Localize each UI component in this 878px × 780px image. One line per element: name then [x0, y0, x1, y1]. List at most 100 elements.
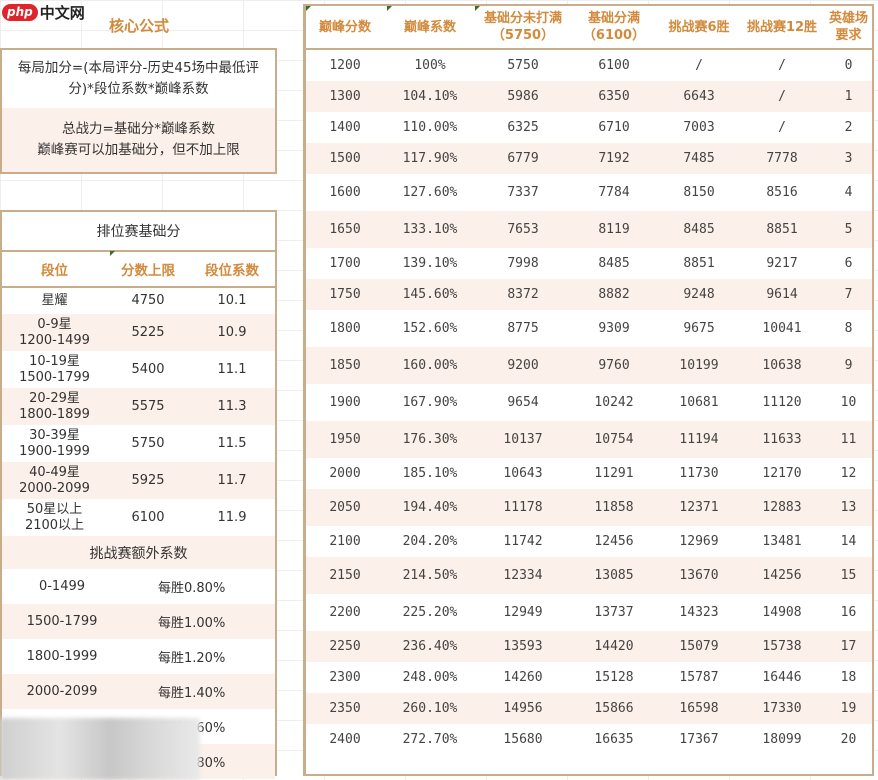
challenge-12-cell: /	[778, 89, 786, 104]
table-row: 0-9星 1200-1499 5225 10.9	[2, 314, 275, 351]
coef-cell: 11.9	[217, 509, 247, 525]
ranked-header-row: 段位 分数上限 段位系数	[2, 252, 275, 288]
peak-score-table: 巅峰分数 巅峰系数 基础分未打满（5750） 基础分满（6100） 挑战赛6胜 …	[303, 4, 874, 776]
base-full-cell: 12456	[594, 534, 634, 549]
range-cell: 1800-1999	[26, 649, 98, 664]
base-unfilled-cell: 14956	[503, 701, 543, 716]
header-challenge-12: 挑战赛12胜	[746, 19, 818, 35]
bonus-cell: 每胜1.00%	[158, 616, 226, 631]
challenge-6-cell: 8851	[683, 256, 715, 271]
base-unfilled-cell: 5750	[507, 58, 539, 73]
peak-coef-cell: 110.00%	[402, 120, 458, 135]
hero-req-cell: 1	[844, 89, 853, 104]
challenge-6-cell: 9248	[683, 287, 715, 302]
challenge-6-cell: 11194	[679, 432, 719, 447]
challenge-6-cell: 10681	[679, 395, 719, 410]
peak-score-cell: 2400	[329, 732, 361, 747]
challenge-6-cell: 8150	[683, 185, 715, 200]
challenge-6-cell: 15079	[679, 639, 719, 654]
peak-coef-cell: 204.20%	[402, 534, 458, 549]
cap-cell: 5400	[131, 361, 165, 377]
core-formula-title: 核心公式	[108, 16, 169, 35]
challenge-12-cell: 10041	[762, 321, 802, 336]
peak-score-cell: 2100	[329, 534, 361, 549]
tier-cell: 星耀	[41, 293, 68, 308]
peak-rows: 1200 100% 5750 6100//0 1300 104.10% 5986 6350 66…	[306, 50, 872, 755]
table-row: 1500 117.90% 6779 7192 7485 7778 3	[306, 143, 872, 174]
peak-coef-cell: 117.90%	[402, 151, 458, 166]
peak-score-cell: 1300	[329, 89, 361, 104]
challenge-6-cell: 11730	[679, 466, 719, 481]
table-row: 2300 248.00% 14260 15128 15787 16446 18	[306, 662, 872, 693]
table-row: 0-1499 每胜0.80%	[2, 569, 275, 604]
tier-cell: 40-49星 2000-2099	[19, 464, 90, 496]
table-row: 10-19星 1500-1799 5400 11.1	[2, 351, 275, 388]
hero-req-cell: 4	[844, 185, 853, 200]
coef-cell: 11.7	[217, 472, 247, 488]
hero-req-cell: 14	[840, 534, 857, 549]
base-unfilled-cell: 10137	[503, 432, 543, 447]
hero-req-cell: 18	[840, 670, 857, 685]
ranked-base-panel: 排位赛基础分 段位 分数上限 段位系数 星耀 4750 10.1 0-9星 120…	[0, 210, 277, 779]
base-full-cell: 14420	[594, 639, 634, 654]
challenge-6-cell: 15787	[679, 670, 719, 685]
table-row: 30-39星 1900-1999 5750 11.5	[2, 425, 275, 462]
cap-cell: 5750	[131, 435, 165, 451]
base-unfilled-cell: 6325	[507, 120, 539, 135]
table-row: 2350 260.10% 14956 15866 16598 17330 19	[306, 693, 872, 724]
base-unfilled-cell: 12949	[503, 605, 543, 620]
range-cell: 1500-1799	[26, 614, 98, 629]
base-unfilled-cell: 11742	[503, 534, 543, 549]
peak-score-cell: 1700	[329, 256, 361, 271]
peak-score-cell: 2300	[329, 670, 361, 685]
challenge-12-cell: 9217	[766, 256, 798, 271]
challenge-6-cell: 7485	[683, 151, 715, 166]
formula-total-line1: 总战力=基础分*巅峰系数	[61, 121, 216, 137]
challenge-12-cell: 8516	[766, 185, 798, 200]
peak-coef-cell: 272.70%	[402, 732, 458, 747]
challenge-12-cell: 14908	[762, 605, 802, 620]
hero-req-cell: 3	[844, 151, 853, 166]
header-challenge-6: 挑战赛6胜	[668, 19, 730, 35]
table-row: 1800-1999 每胜1.20%	[2, 639, 275, 674]
challenge-12-cell: 10638	[762, 358, 802, 373]
header-hero-req: 英雄场要求	[828, 11, 868, 43]
tier-cell: 0-9星 1200-1499	[19, 316, 90, 348]
table-row: 2250 236.40% 13593 14420 15079 15738 17	[306, 631, 872, 662]
base-unfilled-cell: 8775	[507, 321, 539, 336]
table-row: 1700 139.10% 7998 8485 8851 9217 6	[306, 248, 872, 279]
tier-cell: 50星以上 2100以上	[24, 501, 85, 533]
base-full-cell: 16635	[594, 732, 634, 747]
formula-total-power: 总战力=基础分*巅峰系数 巅峰赛可以加基础分，但不加上限	[2, 108, 275, 172]
peak-score-cell: 2150	[329, 568, 361, 583]
base-full-cell: 6100	[598, 58, 630, 73]
peak-coef-cell: 176.30%	[402, 432, 458, 447]
base-unfilled-cell: 15680	[503, 732, 543, 747]
table-row: 2000-2099 每胜1.40%	[2, 674, 275, 709]
base-full-cell: 9760	[598, 358, 630, 373]
peak-score-cell: 1800	[329, 321, 361, 336]
challenge-6-cell: 14323	[679, 605, 719, 620]
base-unfilled-cell: 14260	[503, 670, 543, 685]
coef-cell: 11.5	[217, 435, 247, 451]
base-full-cell: 13737	[594, 605, 634, 620]
base-unfilled-cell: 6779	[507, 151, 539, 166]
hero-req-cell: 6	[844, 256, 853, 271]
table-row: 1400 110.00% 6325 6710 7003 / 2	[306, 112, 872, 143]
range-cell: 2000-2099	[26, 684, 98, 699]
peak-coef-cell: 185.10%	[402, 466, 458, 481]
table-row: 星耀 4750 10.1	[2, 288, 275, 314]
challenge-12-cell: 8851	[766, 222, 798, 237]
challenge-6-cell: 6643	[683, 89, 715, 104]
challenge-extra-title: 挑战赛额外系数	[2, 536, 275, 569]
hero-req-cell: 0	[844, 58, 853, 73]
cell-comment-marker	[110, 251, 115, 256]
peak-coef-cell: 139.10%	[402, 256, 458, 271]
base-full-cell: 11291	[594, 466, 634, 481]
peak-score-cell: 1600	[329, 185, 361, 200]
table-row: 1950 176.30% 10137 10754 11194 11633 11	[306, 421, 872, 458]
base-unfilled-cell: 13593	[503, 639, 543, 654]
formula-total-line2: 巅峰赛可以加基础分，但不加上限	[37, 142, 240, 158]
coef-cell: 11.1	[217, 361, 247, 377]
base-unfilled-cell: 9654	[507, 395, 539, 410]
